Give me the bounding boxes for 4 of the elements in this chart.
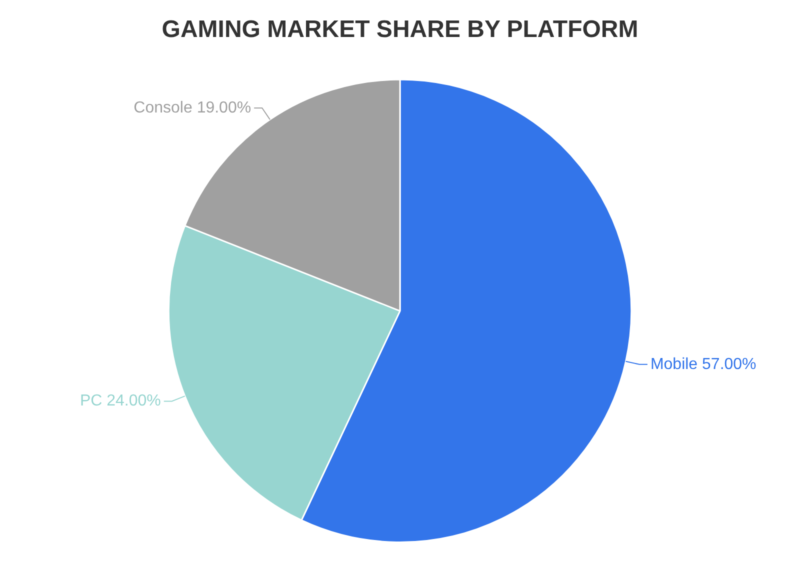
slice-label: Mobile 57.00% xyxy=(650,356,756,373)
chart-title: GAMING MARKET SHARE BY PLATFORM xyxy=(162,16,638,44)
slice-label: Console 19.00% xyxy=(134,99,252,116)
slice-label: PC 24.00% xyxy=(80,392,161,410)
